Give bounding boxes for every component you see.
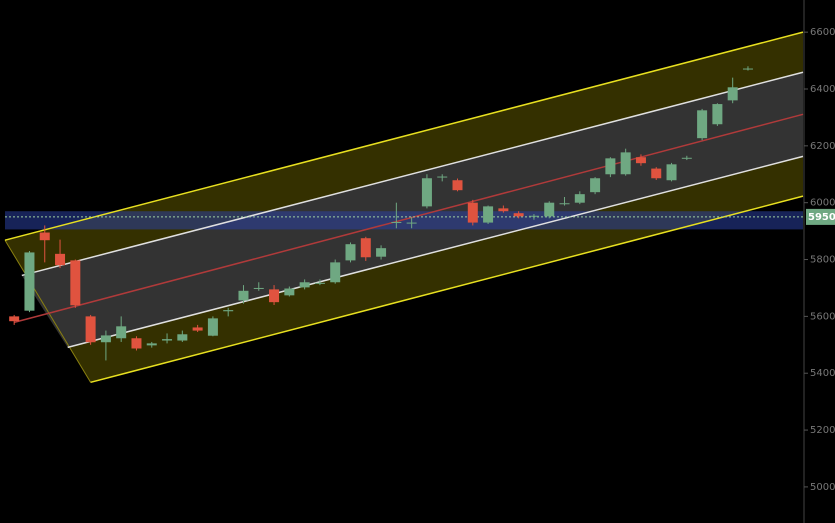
candle-body [207,318,218,336]
candle-body [146,343,157,346]
channel-line [21,71,804,277]
candle-body [314,282,325,284]
candle-body [406,222,417,224]
candle-body [513,213,524,217]
candle-body [452,180,463,191]
candle-body [574,194,585,203]
candle-body [528,215,539,217]
candle-body [238,290,249,301]
candle-body [666,164,677,181]
candle-body [559,203,570,205]
y-tick-label: 62000 [810,141,835,152]
candle-body [635,157,646,164]
candle-body [253,287,264,289]
candle-body [651,168,662,179]
candle-body [70,260,81,306]
candle-body [421,178,432,207]
y-tick-label: 52000 [810,425,835,436]
y-tick-label: 66000 [810,27,835,38]
price-band [5,211,803,230]
channel-line [67,155,804,349]
candle-body [330,262,341,283]
channel-line [13,113,804,324]
last-price-label: 59500 [808,212,835,223]
last-price-box [806,208,835,225]
candle-body [162,339,173,341]
y-tick-label: 56000 [810,311,835,322]
channel-line [4,31,804,241]
candle-body [100,335,111,343]
candle-body [9,316,20,322]
candle-body [192,327,203,331]
candle-body [391,222,402,224]
candle-body [116,326,127,339]
candle-body [131,338,142,349]
y-tick-label: 64000 [810,84,835,95]
candle-body [590,178,601,193]
candle-body [742,68,753,70]
candle-body [727,87,738,101]
candle-body [85,316,96,343]
channel-edge [4,239,92,383]
candle-body [605,158,616,175]
candle-body [376,248,387,257]
candle-body [39,232,50,241]
channel-inner-fill [21,72,803,348]
candle-body [360,238,371,258]
candle-body [55,253,66,266]
y-tick-label: 54000 [810,368,835,379]
y-tick-label: 50000 [810,482,835,493]
candle-body [223,310,234,312]
candle-body [544,202,555,217]
candle-body [620,152,631,175]
candle-body [177,334,188,341]
candle-body [24,252,35,311]
candle-body [269,289,280,303]
candle-body [467,202,478,223]
candle-body [681,157,692,159]
candle-body [483,206,494,223]
candle-body [712,104,723,125]
y-tick-label: 60000 [810,198,835,209]
candle-body [437,176,448,178]
candle-body [697,110,708,139]
channel-line [90,195,804,384]
candle-body [345,244,356,261]
candle-body [498,208,509,212]
y-tick-label: 58000 [810,255,835,266]
candle-body [299,282,310,288]
candle-body [284,288,295,296]
